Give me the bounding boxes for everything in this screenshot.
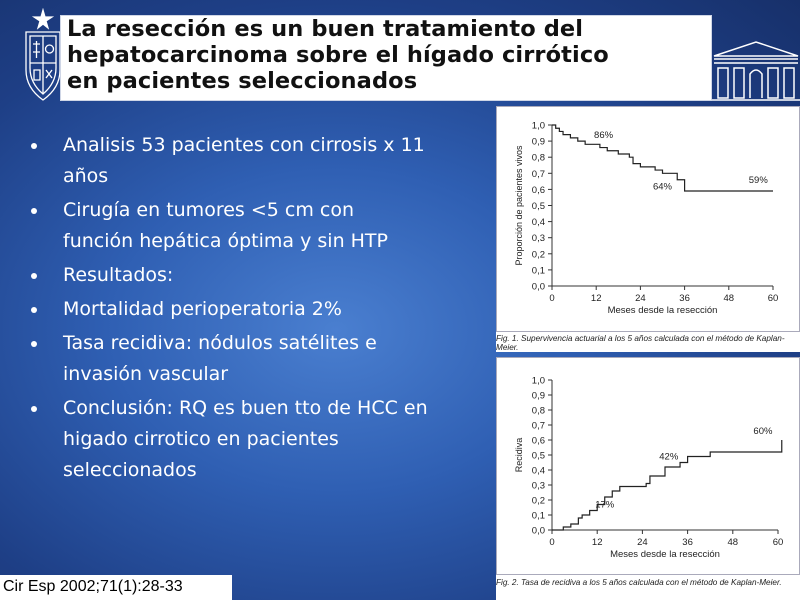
y-tick-label: 0,2 <box>532 249 545 260</box>
bullet-text: Tasa recidiva: nódulos satélites e invas… <box>63 332 377 385</box>
y-tick-label: 0,8 <box>532 153 545 164</box>
bullet-item: Analisis 53 pacientes con cirrosis x 11 … <box>28 130 428 192</box>
recurrence-chart-panel: 0,0 0,1 0,2 0,3 0,4 0,5 0,6 0,7 0,8 0,9 1,0 0 12 24 36… <box>496 357 800 600</box>
y-tick-label: 0,7 <box>532 169 545 180</box>
university-crest-icon <box>25 8 61 101</box>
x-axis-label: Meses desde la resección <box>608 305 718 316</box>
x-tick-label: 36 <box>682 537 693 548</box>
series-line <box>552 124 773 192</box>
x-tick-label: 12 <box>592 537 603 548</box>
data-label: 42% <box>659 452 679 463</box>
x-tick-label: 48 <box>724 293 735 304</box>
bullet-icon <box>31 307 37 313</box>
data-label: 17% <box>595 500 615 511</box>
chart-caption: Fig. 1. Supervivencia actuarial a los 5 … <box>496 334 785 352</box>
y-tick-label: 1,0 <box>532 121 545 132</box>
x-tick-label: 0 <box>549 293 554 304</box>
citation-text: Cir Esp 2002;71(1):28-33 <box>3 578 183 595</box>
bullet-icon <box>31 208 37 214</box>
y-tick-label: 0,5 <box>532 201 545 212</box>
y-tick-label: 0,4 <box>532 217 545 228</box>
survival-chart: 0,0 0,1 0,2 0,3 0,4 0,5 0,6 0,7 0,8 0,9 1,0 0 12 24 36… <box>514 121 779 317</box>
recurrence-chart: 0,0 0,1 0,2 0,3 0,4 0,5 0,6 0,7 0,8 0,9 1,0 0 12 24 36… <box>514 376 784 561</box>
chart-caption: Fig. 2. Tasa de recidiva a los 5 años ca… <box>496 578 782 587</box>
y-tick-label: 0,5 <box>532 451 545 462</box>
y-tick-label: 0,1 <box>532 265 545 276</box>
y-tick-label: 0,9 <box>532 137 545 148</box>
data-label: 60% <box>753 426 773 437</box>
y-tick-label: 0,6 <box>532 436 545 447</box>
y-tick-label: 0,1 <box>532 511 545 522</box>
bullet-text: Cirugía en tumores <5 cm con función hep… <box>63 199 388 252</box>
bullet-text: Conclusión: RQ es buen tto de HCC en hig… <box>63 397 428 481</box>
y-tick-label: 0,0 <box>532 282 545 293</box>
y-tick-label: 0,0 <box>532 526 545 537</box>
data-label: 64% <box>653 181 673 192</box>
x-tick-label: 24 <box>635 293 646 304</box>
y-tick-label: 0,8 <box>532 406 545 417</box>
chart-frame: 0,0 0,1 0,2 0,3 0,4 0,5 0,6 0,7 0,8 0,9 1,0 0 12 24 36… <box>496 106 800 332</box>
survival-chart-panel: 0,0 0,1 0,2 0,3 0,4 0,5 0,6 0,7 0,8 0,9 1,0 0 12 24 36… <box>496 106 800 352</box>
bullet-item: Conclusión: RQ es buen tto de HCC en hig… <box>28 393 428 486</box>
building-icon <box>712 41 800 101</box>
y-tick-label: 0,7 <box>532 421 545 432</box>
x-tick-label: 0 <box>549 537 554 548</box>
bullet-item: Cirugía en tumores <5 cm con función hep… <box>28 195 428 257</box>
citation-box: Cir Esp 2002;71(1):28-33 <box>0 575 232 600</box>
bullet-text: Resultados: <box>63 264 174 286</box>
bullet-list: Analisis 53 pacientes con cirrosis x 11 … <box>28 130 428 489</box>
x-tick-label: 12 <box>591 293 602 304</box>
x-tick-label: 60 <box>773 537 784 548</box>
page-title: La resección es un buen tratamiento del … <box>67 16 609 94</box>
y-axis-label: Proporción de pacientes vivos <box>514 145 524 266</box>
bullet-icon <box>31 273 37 279</box>
x-tick-label: 24 <box>637 537 648 548</box>
bullet-item: Mortalidad perioperatoria 2% <box>28 294 428 325</box>
x-tick-label: 36 <box>679 293 690 304</box>
series-line <box>552 440 783 531</box>
y-tick-label: 0,9 <box>532 391 545 402</box>
bullet-item: Resultados: <box>28 260 428 291</box>
y-axis-label: Recidiva <box>514 438 524 473</box>
chart-frame: 0,0 0,1 0,2 0,3 0,4 0,5 0,6 0,7 0,8 0,9 1,0 0 12 24 36… <box>496 357 800 575</box>
title-box: La resección es un buen tratamiento del … <box>60 15 712 101</box>
y-tick-label: 1,0 <box>532 376 545 387</box>
bullet-icon <box>31 143 37 149</box>
bullet-text: Mortalidad perioperatoria 2% <box>63 298 342 320</box>
y-tick-label: 0,6 <box>532 185 545 196</box>
x-axis-label: Meses desde la resección <box>610 549 720 560</box>
y-tick-label: 0,3 <box>532 233 545 244</box>
y-tick-label: 0,4 <box>532 466 545 477</box>
data-label: 86% <box>594 130 614 141</box>
y-tick-label: 0,3 <box>532 481 545 492</box>
y-tick-label: 0,2 <box>532 496 545 507</box>
bullet-text: Analisis 53 pacientes con cirrosis x 11 … <box>63 134 425 187</box>
bullet-icon <box>31 341 37 347</box>
bullet-item: Tasa recidiva: nódulos satélites e invas… <box>28 328 428 390</box>
x-tick-label: 48 <box>728 537 739 548</box>
bullet-icon <box>31 406 37 412</box>
x-tick-label: 60 <box>768 293 779 304</box>
data-label: 59% <box>749 175 769 186</box>
